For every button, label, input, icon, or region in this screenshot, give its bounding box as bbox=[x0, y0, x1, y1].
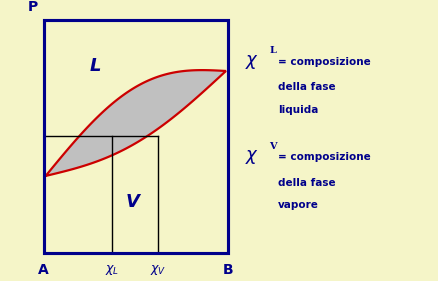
Text: = composizione: = composizione bbox=[278, 152, 371, 162]
Text: $\chi$: $\chi$ bbox=[245, 148, 259, 166]
Text: L: L bbox=[89, 57, 101, 75]
Text: liquida: liquida bbox=[278, 105, 318, 115]
Text: vapore: vapore bbox=[278, 200, 319, 210]
Text: della fase: della fase bbox=[278, 82, 336, 92]
Text: = composizione: = composizione bbox=[278, 57, 371, 67]
Text: L: L bbox=[269, 46, 276, 55]
Text: $\chi_L$: $\chi_L$ bbox=[105, 263, 119, 277]
Text: A: A bbox=[39, 263, 49, 277]
Bar bbox=[44, 20, 228, 253]
Text: P: P bbox=[28, 0, 38, 14]
Polygon shape bbox=[46, 70, 226, 176]
Text: B: B bbox=[223, 263, 233, 277]
Text: della fase: della fase bbox=[278, 178, 336, 188]
Bar bbox=[44, 20, 228, 253]
Text: V: V bbox=[269, 142, 277, 151]
Text: V: V bbox=[125, 192, 139, 210]
Text: $\chi_V$: $\chi_V$ bbox=[150, 263, 166, 277]
Text: $\chi$: $\chi$ bbox=[245, 53, 259, 71]
